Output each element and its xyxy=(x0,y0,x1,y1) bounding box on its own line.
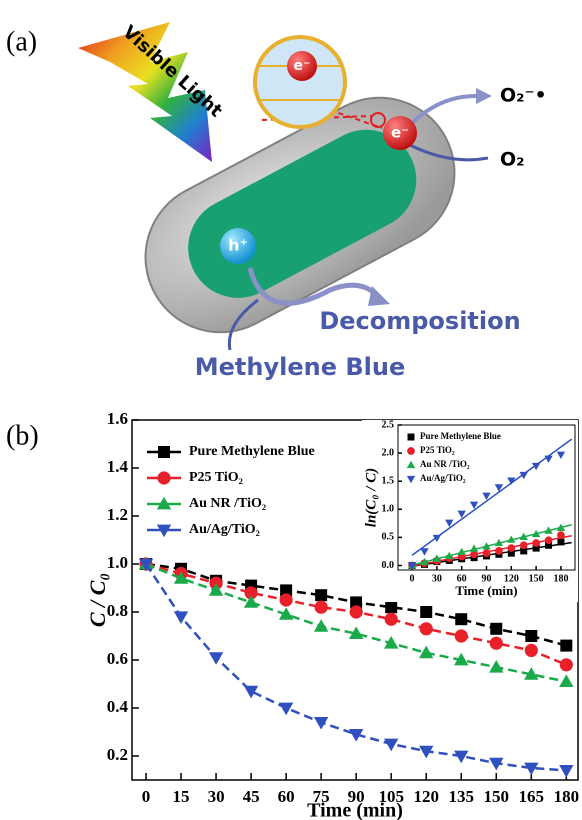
marker xyxy=(560,658,573,671)
x-tick-label: 60 xyxy=(278,787,295,806)
x-tick-label: 150 xyxy=(484,787,510,806)
y-tick-label: 1.5 xyxy=(382,475,395,486)
x-tick-label: 30 xyxy=(432,573,442,584)
x-tick-label: 120 xyxy=(413,787,439,806)
x-tick-label: 30 xyxy=(208,787,225,806)
marker xyxy=(507,544,515,552)
marker xyxy=(525,630,537,642)
marker xyxy=(385,613,398,626)
y-tick-label: 1.0 xyxy=(382,504,395,515)
y-axis-title: C / C₀ xyxy=(85,573,110,627)
x-axis-title: Time (min) xyxy=(307,800,403,820)
marker xyxy=(525,644,538,657)
marker xyxy=(490,637,503,650)
marker xyxy=(483,549,491,557)
legend-marker xyxy=(158,446,170,458)
y-tick-label: 0.6 xyxy=(107,649,128,668)
x-tick-label: 180 xyxy=(554,787,580,806)
y-tick-label: 0.2 xyxy=(107,745,128,764)
figure: (a) Visible Light e⁻ e⁻ O₂⁻• O₂ h⁺ Decom… xyxy=(0,0,582,820)
oxygen-label: O₂ xyxy=(500,149,524,171)
marker xyxy=(315,589,327,601)
marker xyxy=(244,686,258,699)
y-tick-label: 1.6 xyxy=(107,409,128,428)
dye-label: Methylene Blue xyxy=(195,353,405,381)
marker xyxy=(520,541,528,549)
x-tick-label: 135 xyxy=(448,787,474,806)
superoxide-label: O₂⁻• xyxy=(500,85,547,107)
marker xyxy=(560,640,572,652)
y-tick-label: 1.2 xyxy=(107,505,128,524)
y-tick-label: 0.5 xyxy=(382,532,395,543)
legend-marker xyxy=(408,434,415,441)
x-tick-label: 45 xyxy=(243,787,260,806)
legend-label: Pure Methylene Blue xyxy=(420,431,501,441)
x-tick-label: 180 xyxy=(553,573,568,584)
marker xyxy=(420,606,432,618)
panel-label: (b) xyxy=(6,420,39,451)
panel-label: (a) xyxy=(6,26,37,57)
y-tick-label: 0.4 xyxy=(107,697,129,716)
marker xyxy=(455,613,467,625)
y-tick-label: 1.0 xyxy=(107,553,128,572)
x-tick-label: 165 xyxy=(519,787,545,806)
marker xyxy=(279,703,293,716)
marker xyxy=(559,674,573,687)
y-axis-title: ln(C₀ / C) xyxy=(363,468,379,527)
y-tick-label: 2.5 xyxy=(382,419,395,430)
y-tick-label: 1.4 xyxy=(107,457,129,476)
marker xyxy=(280,593,293,606)
marker xyxy=(490,623,502,635)
marker xyxy=(495,547,503,555)
marker xyxy=(455,629,468,642)
marker xyxy=(545,536,553,544)
marker xyxy=(559,765,573,778)
legend-label: Au/Ag/TiO₂ xyxy=(189,522,260,537)
marker xyxy=(557,531,565,539)
x-tick-label: 15 xyxy=(173,787,190,806)
legend-label: P25 TiO₂ xyxy=(189,470,243,485)
x-tick-label: 0 xyxy=(410,573,415,584)
decomposition-label: Decomposition xyxy=(319,307,520,335)
legend-label: Au NR /TiO₂ xyxy=(420,459,470,469)
marker xyxy=(557,538,564,545)
marker xyxy=(314,717,328,730)
legend-label: Au NR /TiO₂ xyxy=(189,496,266,511)
zoom-circle xyxy=(255,37,345,127)
x-tick-label: 0 xyxy=(142,787,151,806)
marker xyxy=(314,619,328,632)
electron-label: e⁻ xyxy=(391,124,409,142)
legend-label: Pure Methylene Blue xyxy=(189,444,315,459)
marker xyxy=(384,739,398,752)
marker xyxy=(419,646,433,659)
y-tick-label: 2.0 xyxy=(382,447,395,458)
inset-background xyxy=(362,420,578,602)
x-tick-label: 150 xyxy=(529,573,544,584)
legend-label: P25 TiO₂ xyxy=(420,445,455,455)
marker xyxy=(350,605,363,618)
marker xyxy=(420,622,433,635)
legend-label: Au/Ag/TiO₂ xyxy=(420,473,466,483)
legend-marker xyxy=(407,447,415,455)
legend-marker xyxy=(157,471,170,484)
marker xyxy=(454,751,468,764)
marker xyxy=(532,539,540,547)
marker xyxy=(489,660,503,673)
marker xyxy=(385,601,397,613)
electron-label: e⁻ xyxy=(294,58,311,74)
marker xyxy=(315,601,328,614)
arrow-head xyxy=(476,88,492,104)
y-tick-label: 0.0 xyxy=(382,560,395,571)
x-axis-title: Time (min) xyxy=(455,583,517,598)
marker xyxy=(209,652,223,665)
hole-label: h⁺ xyxy=(228,236,248,255)
